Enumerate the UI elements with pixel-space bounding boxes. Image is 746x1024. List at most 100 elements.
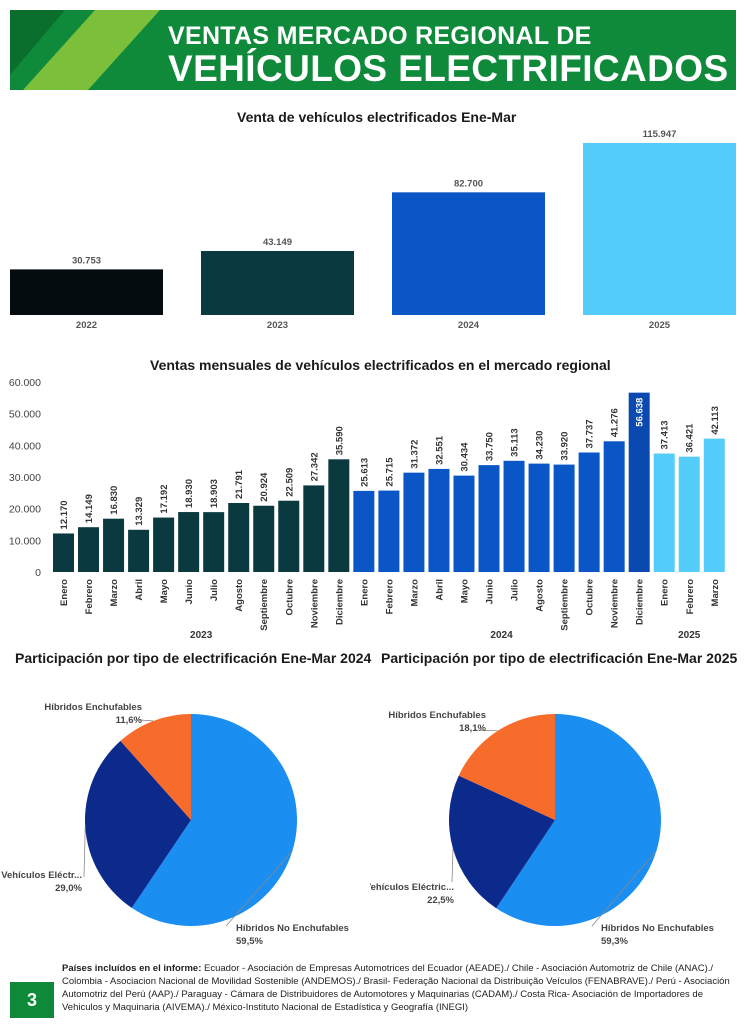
pie-percent-label: 59,3% <box>601 936 628 947</box>
pie-2024-title: Participación por tipo de electrificació… <box>15 650 372 666</box>
month-label: Marzo <box>409 579 420 607</box>
annual-chart-title: Venta de vehículos electrificados Ene-Ma… <box>237 109 517 125</box>
month-label: Abril <box>434 579 445 601</box>
monthly-value-label: 42.113 <box>710 406 721 435</box>
monthly-bar-2024-Diciembre <box>628 392 650 572</box>
annual-value-label: 43.149 <box>263 237 292 248</box>
banner-title-line1: VENTAS MERCADO REGIONAL DE <box>168 22 592 50</box>
month-label: Agosto <box>234 579 245 612</box>
month-label: Noviembre <box>610 579 621 628</box>
monthly-bar-2023-Septiembre <box>253 505 275 572</box>
pie-leader-line <box>451 848 454 883</box>
y-tick-label: 0 <box>35 567 41 579</box>
monthly-value-label: 32.551 <box>434 435 445 465</box>
annual-value-label: 115.947 <box>643 129 677 140</box>
pie-category-label: Vehículos Eléctr... <box>1 870 82 881</box>
annual-category-label: 2023 <box>267 320 288 331</box>
monthly-bar-2024-Enero <box>353 490 375 572</box>
monthly-bar-2023-Agosto <box>228 502 250 572</box>
month-label: Febrero <box>84 579 95 615</box>
monthly-chart-title: Ventas mensuales de vehículos electrific… <box>150 357 611 373</box>
pie-category-label: Vehículos Eléctric... <box>370 882 454 893</box>
pie-slice <box>458 714 555 820</box>
month-label: Julio <box>510 579 521 601</box>
month-label: Febrero <box>384 579 395 615</box>
month-label: Abril <box>134 579 145 601</box>
month-label: Enero <box>660 579 671 606</box>
monthly-value-label: 27.342 <box>309 452 320 481</box>
month-label: Enero <box>59 579 70 606</box>
monthly-bar-2024-Marzo <box>403 472 425 572</box>
month-label: Junio <box>485 579 496 605</box>
pie-category-label: Híbridos Enchufables <box>388 710 486 721</box>
pie-slice <box>85 740 191 908</box>
monthly-bar-2023-Abril <box>128 529 150 572</box>
monthly-bar-2023-Mayo <box>153 517 175 572</box>
monthly-bar-2023-Enero <box>53 533 74 572</box>
monthly-value-label: 21.791 <box>234 469 245 499</box>
monthly-bar-2023-Marzo <box>103 518 125 572</box>
pie-slice <box>449 775 555 909</box>
pie-slice <box>120 714 191 820</box>
pie-slice <box>131 714 297 926</box>
monthly-value-label: 33.920 <box>560 432 571 461</box>
monthly-value-label: 36.421 <box>685 423 696 453</box>
banner-stripes <box>10 10 160 90</box>
monthly-value-label: 12.170 <box>59 500 70 529</box>
month-label: Octubre <box>284 579 295 615</box>
pie-slice <box>496 714 661 926</box>
monthly-bar-2024-Agosto <box>528 463 550 572</box>
pie-percent-label: 59,5% <box>236 936 263 947</box>
annual-value-label: 30.753 <box>72 255 101 266</box>
monthly-value-label: 18.903 <box>209 479 220 508</box>
month-label: Diciembre <box>635 579 646 625</box>
monthly-value-label: 35.590 <box>334 426 345 455</box>
y-tick-label: 40.000 <box>9 440 41 452</box>
monthly-value-label: 14.149 <box>84 494 95 523</box>
annual-value-label: 82.700 <box>454 178 483 189</box>
annual-category-label: 2022 <box>76 320 97 331</box>
sources-footnote: Países incluídos en el informe: Ecuador … <box>62 962 738 1014</box>
month-label: Agosto <box>535 579 546 612</box>
month-label: Mayo <box>459 579 470 603</box>
pie-leader-line <box>225 850 293 927</box>
monthly-value-label: 17.192 <box>159 484 170 513</box>
monthly-bar-2024-Septiembre <box>553 464 575 572</box>
monthly-value-label: 37.413 <box>660 420 671 449</box>
monthly-bar-2024-Julio <box>503 460 525 572</box>
y-tick-label: 20.000 <box>9 504 41 516</box>
monthly-value-label: 18.930 <box>184 479 195 508</box>
monthly-value-label: 25.613 <box>359 458 370 487</box>
banner-title-line2: VEHÍCULOS ELECTRIFICADOS <box>168 48 729 89</box>
month-label: Junio <box>184 579 195 605</box>
year-group-label: 2025 <box>678 630 701 641</box>
monthly-value-label: 20.924 <box>259 472 270 502</box>
y-tick-label: 50.000 <box>9 409 41 421</box>
monthly-value-label: 30.434 <box>459 442 470 472</box>
monthly-bar-2024-Abril <box>428 468 450 572</box>
monthly-bar-2023-Julio <box>203 512 225 572</box>
y-tick-label: 10.000 <box>9 535 41 547</box>
monthly-bar-2024-Junio <box>478 465 500 572</box>
annual-category-label: 2024 <box>458 320 480 331</box>
pie-chart-2025: Híbridos No Enchufables 59,3% Vehículos El… <box>370 710 714 947</box>
month-label: Octubre <box>585 579 596 615</box>
pie-percent-label: 22,5% <box>427 895 454 906</box>
month-label: Enero <box>359 579 370 606</box>
pie-percent-label: 11,6% <box>116 715 143 726</box>
monthly-bar-2023-Octubre <box>278 500 300 572</box>
monthly-value-label: 33.750 <box>485 432 496 461</box>
annual-bar-2022 <box>10 269 163 315</box>
pie-2025-title: Participación por tipo de electrificació… <box>381 650 738 666</box>
y-tick-label: 60.000 <box>9 377 41 389</box>
pie-leader-line <box>591 850 657 927</box>
month-label: Septiembre <box>560 579 571 631</box>
y-tick-label: 30.000 <box>9 472 41 484</box>
monthly-bar-2025-Enero <box>653 453 675 572</box>
sources-text: Ecuador - Asociación de Empresas Automot… <box>62 963 730 1013</box>
monthly-bar-2025-Marzo <box>703 438 725 572</box>
monthly-value-label: 31.372 <box>409 440 420 469</box>
year-group-label: 2024 <box>490 630 513 641</box>
monthly-value-label: 56.638 <box>635 398 646 427</box>
month-label: Diciembre <box>334 579 345 625</box>
